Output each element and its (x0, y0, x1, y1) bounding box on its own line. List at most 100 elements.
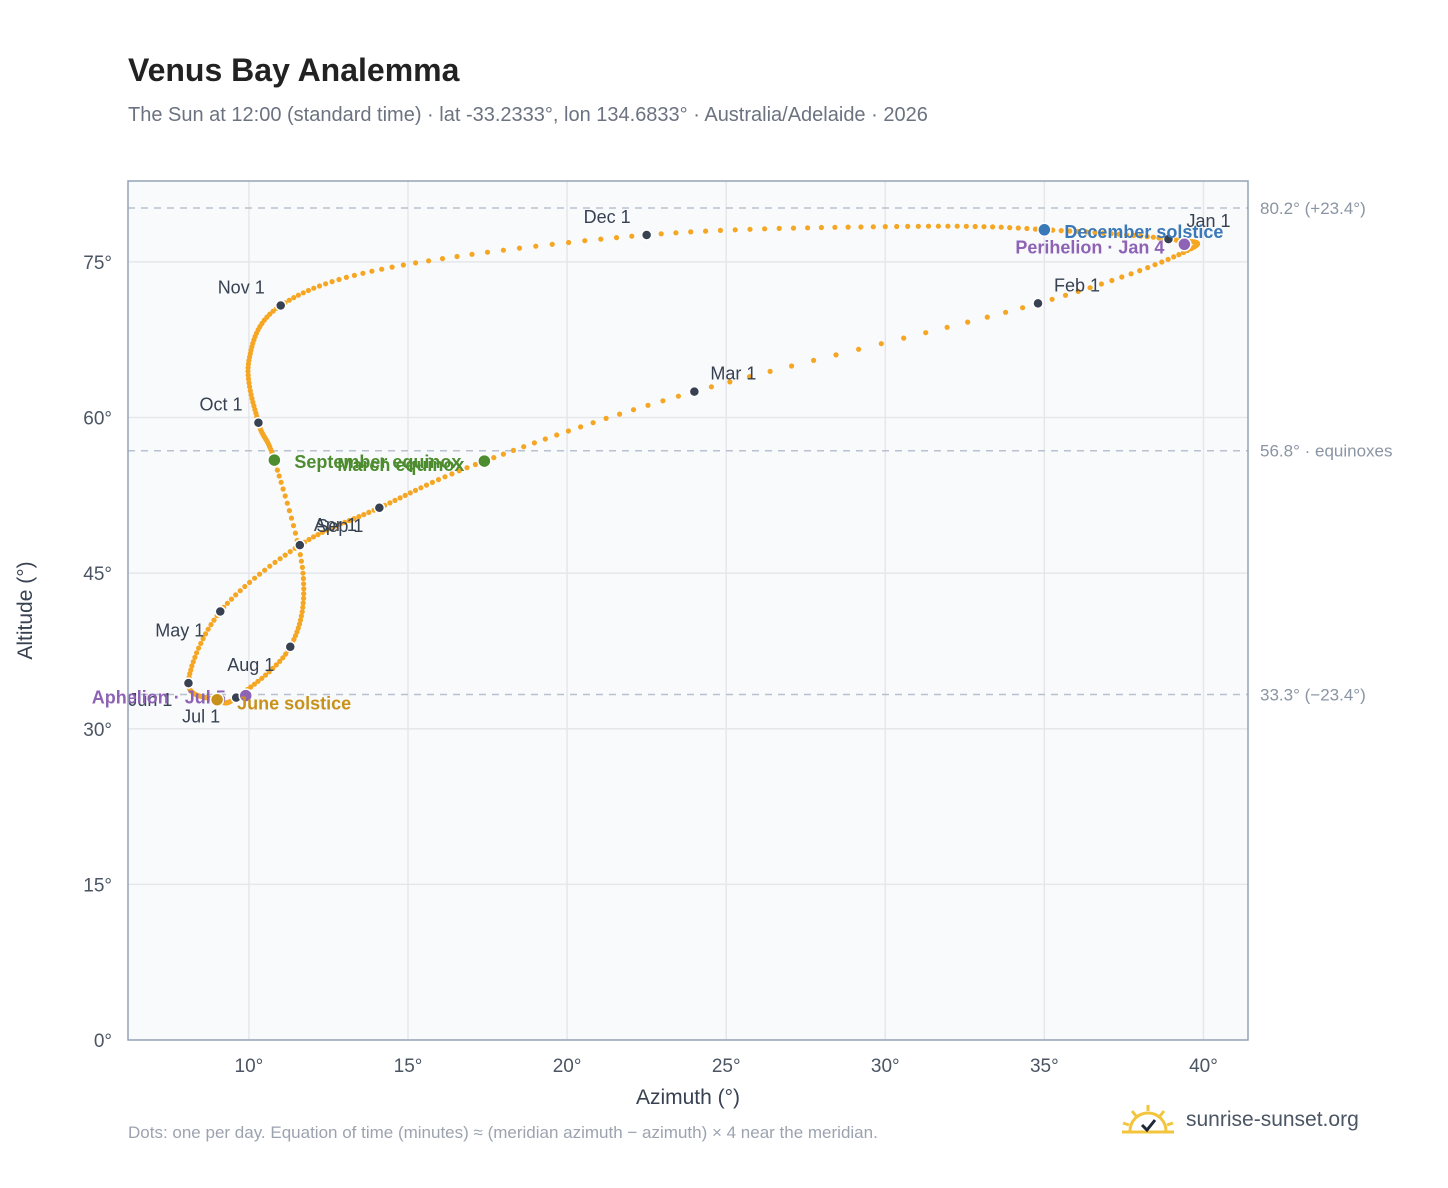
daily-dot (412, 487, 419, 493)
daily-dot (310, 534, 317, 540)
chart-title: Venus Bay Analemma (128, 52, 460, 88)
daily-dot (300, 575, 306, 582)
daily-dot (329, 279, 335, 285)
month-marker (284, 641, 297, 653)
daily-dot (915, 223, 921, 229)
daily-dot (1138, 233, 1144, 239)
daily-dot (565, 428, 572, 434)
daily-dot (578, 424, 584, 430)
daily-dot (598, 236, 604, 242)
daily-dot (582, 238, 588, 244)
month-marker (182, 677, 195, 689)
daily-dot (510, 447, 516, 453)
daily-dot (280, 655, 286, 661)
daily-dot (858, 224, 864, 230)
y-tick-label: 0° (94, 1031, 112, 1052)
daily-dot (351, 272, 357, 278)
daily-dot (257, 571, 263, 577)
daily-dot (301, 591, 307, 597)
daily-dot (1108, 231, 1114, 237)
daily-dot (1131, 232, 1137, 238)
daily-dot (286, 508, 292, 514)
daily-dot (1098, 281, 1104, 287)
daily-dot (311, 285, 317, 291)
daily-dot (747, 226, 753, 232)
daily-dot (296, 621, 303, 627)
daily-dot (1119, 274, 1125, 280)
y-tick-label: 45° (83, 564, 112, 585)
daily-dot (248, 684, 254, 690)
daily-dot (288, 515, 295, 521)
daily-dot (717, 227, 724, 233)
event-marker (209, 692, 225, 707)
daily-dot (1116, 231, 1122, 237)
daily-dot (442, 474, 448, 480)
daily-dot (402, 492, 408, 498)
month-marker (1162, 233, 1175, 245)
daily-dot (832, 224, 838, 230)
daily-dot (554, 432, 560, 438)
event-marker (267, 452, 282, 468)
daily-dot (882, 224, 888, 230)
x-tick-label: 25° (712, 1056, 741, 1077)
daily-dot (1003, 309, 1009, 315)
month-marker (274, 299, 287, 312)
daily-dot (294, 629, 300, 635)
daily-dot (249, 395, 255, 402)
daily-dot (984, 314, 990, 320)
reference-line-label: 80.2° (+23.4°) (1260, 199, 1366, 218)
daily-dot (1049, 296, 1055, 302)
daily-dot (732, 227, 738, 233)
daily-dot (351, 516, 357, 522)
daily-dot (521, 444, 527, 450)
daily-dot (1032, 226, 1039, 232)
daily-dot (298, 558, 304, 564)
y-tick-label: 30° (83, 720, 112, 741)
daily-dot (491, 455, 497, 461)
daily-dot (211, 617, 217, 623)
daily-dot (328, 525, 334, 531)
daily-dot (387, 500, 393, 506)
daily-dot (901, 335, 907, 341)
brand-text: sunrise-sunset.org (1186, 1108, 1359, 1131)
daily-dot (319, 529, 325, 535)
daily-dot (389, 264, 395, 270)
brand[interactable]: sunrise-sunset.org (1120, 1103, 1359, 1137)
month-label: Dec 1 (584, 207, 631, 227)
month-label: Oct 1 (199, 395, 242, 415)
daily-dot (998, 224, 1004, 230)
daily-dot (1075, 288, 1081, 294)
daily-dot (208, 622, 214, 628)
daily-dot (542, 436, 548, 442)
daily-dot (965, 319, 971, 325)
chart-subtitle: The Sun at 12:00 (standard time) · lat -… (128, 104, 928, 126)
daily-dot (531, 440, 538, 446)
daily-dot (301, 586, 307, 592)
daily-dot (274, 467, 280, 473)
daily-dot (1128, 271, 1134, 277)
daily-dot (189, 663, 195, 669)
plot-frame (127, 180, 1249, 1041)
daily-dot (245, 372, 251, 378)
daily-dot (200, 636, 206, 642)
daily-dot (894, 223, 900, 230)
daily-dot (282, 552, 288, 558)
daily-dot (276, 473, 282, 479)
daily-dot (923, 330, 929, 336)
daily-dot (500, 247, 506, 253)
daily-dot (963, 223, 969, 229)
daily-dot (262, 672, 269, 678)
x-tick-label: 15° (394, 1056, 423, 1077)
daily-dot (259, 675, 265, 681)
daily-dot (267, 563, 273, 569)
daily-dot (297, 617, 304, 623)
event-label: June solstice (237, 694, 351, 714)
daily-dot (426, 258, 432, 264)
daily-dot (429, 479, 435, 485)
daily-dot (660, 398, 666, 404)
daily-dot (878, 341, 884, 347)
daily-dot (203, 631, 209, 637)
month-label: Jun 1 (128, 690, 172, 710)
daily-dot (1144, 234, 1150, 240)
daily-dot (1015, 225, 1021, 231)
